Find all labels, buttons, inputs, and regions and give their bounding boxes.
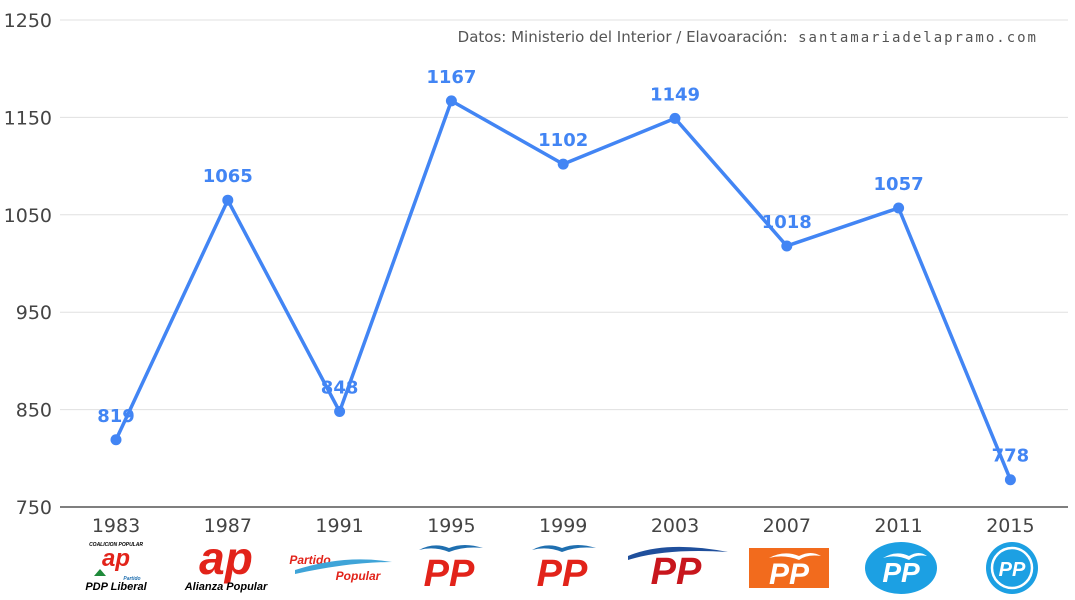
x-tick-label: 2007 <box>763 515 811 537</box>
pp-2011-logo: PP <box>865 542 937 594</box>
svg-text:ap: ap <box>199 532 253 584</box>
svg-text:COALICION POPULAR: COALICION POPULAR <box>89 542 143 548</box>
y-tick-label: 750 <box>16 497 52 519</box>
data-label: 778 <box>992 446 1030 467</box>
data-series <box>110 95 1016 486</box>
data-point <box>781 240 793 252</box>
data-labels: 819 1065 848 1167 1102 1149 1018 1057 778 <box>97 67 1029 467</box>
x-tick-label: 1995 <box>427 515 475 537</box>
coalicion-ap-pdp-liberal-logo: COALICION POPULAR ap PDP Liberal Partido <box>85 542 147 593</box>
data-label: 1149 <box>650 84 700 105</box>
partido-popular-1991-logo: Partido Popular <box>289 553 392 583</box>
y-axis: 750 850 950 1050 1150 1250 <box>4 10 52 519</box>
svg-text:Alianza Popular: Alianza Popular <box>184 581 268 593</box>
data-point <box>1004 474 1016 486</box>
svg-text:PP: PP <box>537 553 588 595</box>
svg-text:PP: PP <box>882 557 920 588</box>
data-point <box>557 158 569 170</box>
data-label: 819 <box>97 406 135 427</box>
data-label: 1018 <box>762 212 812 233</box>
x-tick-label: 1999 <box>539 515 587 537</box>
y-tick-label: 850 <box>16 400 52 422</box>
svg-text:PDP Liberal: PDP Liberal <box>85 581 147 593</box>
data-point <box>445 95 457 107</box>
x-tick-label: 2015 <box>986 515 1034 537</box>
svg-text:PP: PP <box>769 558 810 591</box>
pp-1999-logo: PP <box>532 545 596 595</box>
data-label: 1102 <box>538 130 588 151</box>
data-point <box>669 112 681 124</box>
x-tick-label: 2011 <box>874 515 922 537</box>
data-point <box>334 406 346 418</box>
svg-text:Popular: Popular <box>336 569 382 583</box>
x-tick-label: 1987 <box>204 515 252 537</box>
pp-2003-logo: PP <box>628 546 728 593</box>
data-label: 1167 <box>426 67 476 88</box>
pp-1995-logo: PP <box>419 545 483 595</box>
pp-2015-logo: PP <box>986 542 1038 594</box>
series-line <box>114 99 1013 481</box>
alianza-popular-logo: ap Alianza Popular <box>184 532 268 593</box>
y-tick-label: 950 <box>16 302 52 324</box>
svg-text:PP: PP <box>999 559 1026 581</box>
y-tick-label: 1050 <box>4 205 52 227</box>
x-tick-label: 2003 <box>651 515 699 537</box>
svg-text:PP: PP <box>424 553 475 595</box>
svg-text:ap: ap <box>102 545 130 572</box>
y-tick-label: 1150 <box>4 107 52 129</box>
data-point <box>222 194 234 206</box>
x-axis: 1983 1987 1991 1995 1999 2003 2007 2011 2015 <box>92 515 1035 537</box>
pp-2007-logo: PP <box>749 548 829 591</box>
gridlines <box>60 19 1068 508</box>
data-point <box>893 202 905 214</box>
source-note: Datos: Ministerio del Interior / Elavoar… <box>458 28 1038 46</box>
data-label: 1065 <box>203 166 253 187</box>
x-tick-label: 1991 <box>315 515 363 537</box>
data-label: 1057 <box>874 174 924 195</box>
data-point <box>110 434 122 446</box>
data-label: 848 <box>321 378 359 399</box>
svg-text:Partido: Partido <box>123 576 140 582</box>
svg-text:PP: PP <box>651 551 702 593</box>
x-tick-label: 1983 <box>92 515 140 537</box>
y-tick-label: 1250 <box>4 10 52 32</box>
